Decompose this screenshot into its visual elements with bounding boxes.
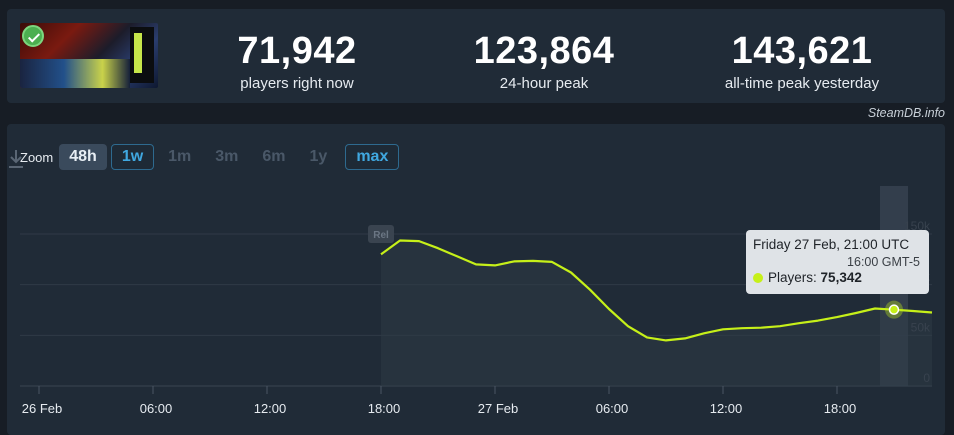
x-tick-label: 27 Feb [478,401,518,416]
tooltip-local-time: 16:00 GMT-5 [847,255,920,269]
x-tick-label: 18:00 [368,401,401,416]
y-tick-label: 50k [911,320,931,334]
tooltip-series-label: Players: [768,270,817,285]
current-players-value: 71,942 [237,30,357,72]
current-players-label: players right now [240,75,354,92]
release-flag[interactable] [368,225,394,243]
x-tick-label: 12:00 [254,401,287,416]
zoom-label: Zoom [20,149,54,165]
series-color-dot [753,273,763,283]
download-icon[interactable] [7,148,25,170]
tooltip: Friday 27 Feb, 21:00 UTC 16:00 GMT-5 Pla… [746,230,929,294]
zoom-max-button[interactable]: max [345,144,400,170]
stat-current-players: 71,942 players right now [197,31,397,92]
x-tick-label: 26 Feb [22,401,62,416]
24h-peak-label: 24-hour peak [499,75,589,92]
stat-24h-peak: 123,864 24-hour peak [444,31,644,92]
game-capsule-image[interactable] [20,23,158,88]
zoom-controls: Zoom 48h 1w 1m 3m 6m 1y max [20,144,403,170]
tooltip-value: 75,342 [820,270,862,285]
x-tick-label: 18:00 [824,401,857,416]
zoom-1y-button: 1y [309,148,328,165]
tooltip-date: Friday 27 Feb, 21:00 UTC [753,237,910,252]
x-tick-label: 06:00 [596,401,629,416]
all-time-peak-value: 143,621 [731,30,873,72]
hover-point [888,304,900,315]
series-line [380,239,933,342]
all-time-peak-label: all-time peak yesterday [724,75,880,92]
steamdb-credit[interactable]: SteamDB.info [867,106,945,120]
capsule-art [20,59,130,88]
stats-panel: 71,942 players right now 123,864 24-hour… [7,9,945,103]
zoom-1w-button[interactable]: 1w [110,144,155,170]
zoom-3m-button: 3m [215,148,239,165]
series-area [381,240,932,386]
verified-badge-icon [22,25,44,47]
stat-all-time-peak: 143,621 all-time peak yesterday [702,31,902,92]
zoom-6m-button: 6m [262,148,286,165]
release-flag-label: Rel [373,230,389,241]
zoom-1m-button: 1m [168,148,192,165]
game-logo-mark [130,27,154,83]
y-tick-label: 0 [923,371,930,385]
x-tick-label: 12:00 [710,401,743,416]
x-tick-label: 06:00 [140,401,173,416]
24h-peak-value: 123,864 [473,30,615,72]
y-tick-label: 150k [904,219,931,233]
tooltip-series: Players: 75,342 [753,270,862,285]
zoom-48h-button[interactable]: 48h [59,144,107,170]
